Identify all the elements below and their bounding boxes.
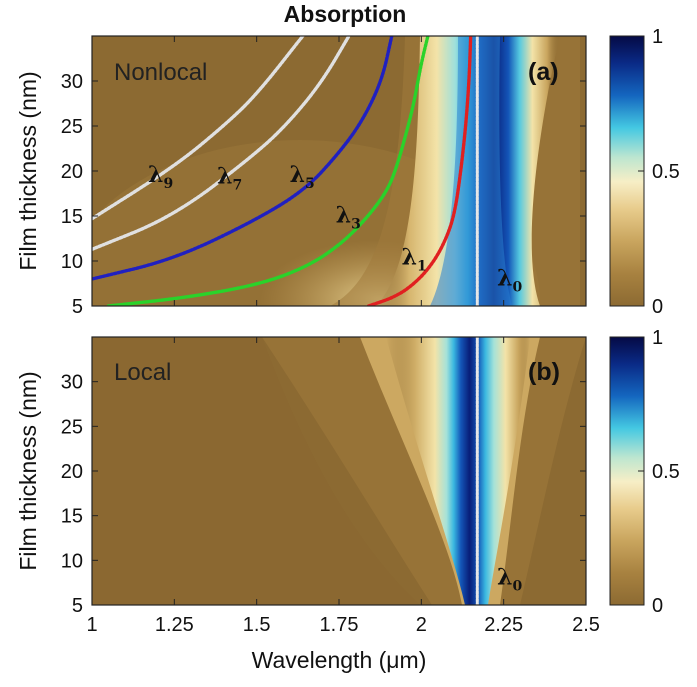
- panel-b-mode-label: Local: [114, 359, 171, 386]
- xtick-label: 1: [86, 614, 97, 636]
- ytick-label: 5: [72, 595, 83, 617]
- curve-lambda-9: [92, 36, 305, 221]
- ytick-label: 15: [61, 506, 83, 528]
- label-lambda-subscript: 7: [233, 178, 243, 194]
- label-lambda-subscript: 9: [163, 176, 173, 192]
- colorbar-b: 00.51: [609, 327, 680, 617]
- xtick-label: 1.5: [243, 614, 271, 636]
- colorbar-tick-label: 0: [652, 595, 663, 617]
- xtick-label: 1.25: [155, 614, 194, 636]
- chart-title: Absorption: [284, 1, 407, 27]
- colorbar-b-ticks: 00.51: [638, 327, 680, 617]
- panel-b-label: (b): [528, 358, 560, 386]
- label-lambda-subscript: 1: [417, 259, 427, 275]
- ytick-label: 25: [61, 116, 83, 138]
- ytick-label: 15: [61, 206, 83, 228]
- x-axis-label: Wavelength (μm): [252, 647, 427, 673]
- colorbar-tick-label: 1: [652, 26, 663, 48]
- panel-a-ylabel: Film thickness (nm): [15, 71, 41, 270]
- panel-a-mode-label: Nonlocal: [114, 59, 207, 86]
- label-lambda-subscript: 0: [513, 279, 523, 295]
- panel-b-field: [92, 337, 586, 605]
- ytick-label: 20: [61, 461, 83, 483]
- panel-a-curves: [92, 36, 479, 306]
- colorbar-a-ticks: 00.51: [638, 26, 680, 318]
- panel-b-ylabel: Film thickness (nm): [15, 371, 41, 570]
- ytick-label: 10: [61, 251, 83, 273]
- ytick-label: 5: [72, 296, 83, 318]
- ytick-label: 30: [61, 71, 83, 93]
- colorbar-tick-label: 0: [652, 296, 663, 318]
- label-lambda-subscript: 5: [305, 176, 315, 192]
- ytick-label: 20: [61, 161, 83, 183]
- xtick-label: 2.5: [572, 614, 600, 636]
- xtick-label: 2: [416, 614, 427, 636]
- curve-lambda-1: [366, 36, 473, 306]
- ytick-label: 30: [61, 372, 83, 394]
- colorbar-tick-label: 1: [652, 327, 663, 349]
- ytick-label: 10: [61, 550, 83, 572]
- panel-b-yticks: 5 10 15 20 25 30: [61, 372, 586, 617]
- colorbar-tick-label: 0.5: [652, 461, 680, 483]
- xtick-label: 2.25: [484, 614, 523, 636]
- curve-lambda-5: [92, 36, 394, 281]
- label-lambda-subscript: 3: [351, 216, 361, 232]
- label-lambda-subscript: 0: [513, 579, 523, 595]
- curve-lambda-7: [92, 36, 351, 251]
- colorbar-a: 00.51: [609, 26, 680, 318]
- xtick-label: 1.75: [320, 614, 359, 636]
- curve-lambda-3: [106, 36, 430, 306]
- ytick-label: 25: [61, 416, 83, 438]
- panel-b-xticks: 1 1.25 1.5 1.75 2 2.25 2.5: [86, 337, 600, 636]
- panel-a-label: (a): [528, 58, 559, 86]
- colorbar-tick-label: 0.5: [652, 161, 680, 183]
